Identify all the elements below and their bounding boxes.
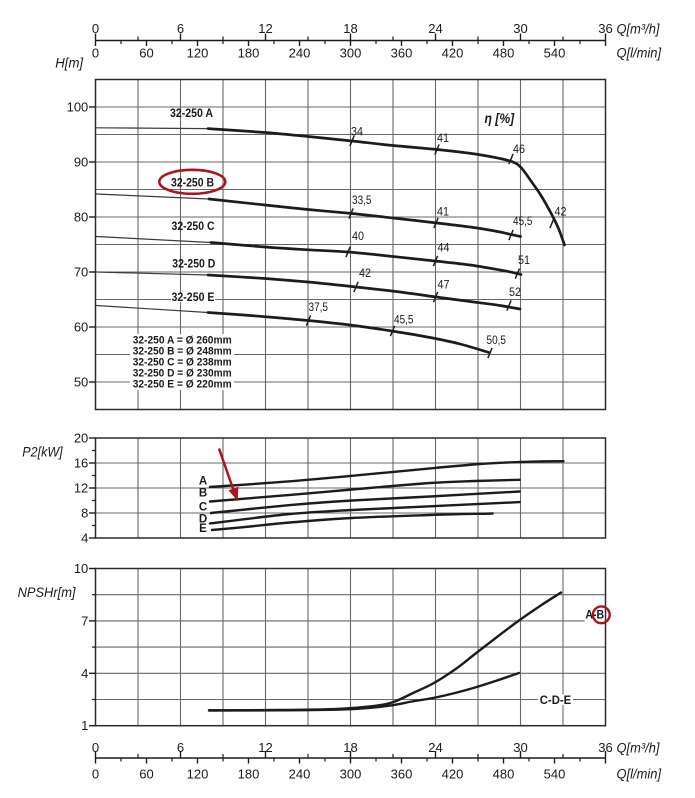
- svg-text:120: 120: [187, 766, 209, 781]
- svg-text:0: 0: [92, 766, 99, 781]
- svg-text:6: 6: [177, 21, 184, 36]
- svg-text:16: 16: [74, 456, 88, 471]
- svg-text:32-250 D = Ø 230mm: 32-250 D = Ø 230mm: [133, 367, 232, 379]
- svg-text:1: 1: [81, 718, 88, 733]
- svg-text:6: 6: [177, 740, 184, 755]
- svg-text:Q[m³/h]: Q[m³/h]: [617, 741, 661, 756]
- svg-text:41: 41: [437, 205, 449, 219]
- svg-text:180: 180: [238, 766, 260, 781]
- svg-text:90: 90: [74, 155, 88, 170]
- svg-text:18: 18: [343, 21, 357, 36]
- svg-text:E: E: [199, 523, 207, 535]
- svg-text:A: A: [199, 476, 207, 488]
- svg-text:47: 47: [438, 278, 450, 292]
- svg-text:24: 24: [428, 21, 442, 36]
- svg-text:32-250 B = Ø 248mm: 32-250 B = Ø 248mm: [133, 346, 232, 358]
- svg-text:12: 12: [258, 740, 272, 755]
- svg-text:41: 41: [437, 131, 449, 145]
- svg-text:51: 51: [518, 253, 530, 267]
- svg-text:32-250 E = Ø 220mm: 32-250 E = Ø 220mm: [133, 378, 232, 390]
- svg-text:300: 300: [340, 45, 362, 60]
- svg-text:24: 24: [428, 740, 442, 755]
- svg-text:45,5: 45,5: [394, 313, 414, 327]
- svg-text:80: 80: [74, 210, 88, 225]
- svg-text:180: 180: [238, 45, 260, 60]
- svg-text:A-B: A-B: [585, 609, 604, 621]
- svg-text:37,5: 37,5: [309, 300, 329, 314]
- svg-text:32-250 D: 32-250 D: [172, 259, 215, 271]
- svg-text:33,5: 33,5: [352, 193, 372, 207]
- svg-text:η [%]: η [%]: [485, 111, 515, 126]
- svg-text:32-250 B: 32-250 B: [171, 178, 214, 190]
- svg-text:18: 18: [343, 740, 357, 755]
- svg-text:540: 540: [544, 766, 566, 781]
- svg-text:44: 44: [438, 241, 450, 255]
- svg-text:100: 100: [67, 100, 89, 115]
- svg-text:10: 10: [74, 561, 88, 576]
- svg-text:D: D: [199, 514, 207, 526]
- svg-text:C-D-E: C-D-E: [540, 695, 572, 707]
- svg-text:0: 0: [92, 21, 99, 36]
- svg-text:36: 36: [598, 740, 612, 755]
- svg-text:Q[l/min]: Q[l/min]: [617, 766, 663, 781]
- svg-text:B: B: [199, 488, 207, 500]
- svg-text:32-250 A: 32-250 A: [170, 108, 213, 120]
- svg-text:480: 480: [493, 45, 515, 60]
- svg-text:52: 52: [509, 285, 521, 299]
- svg-text:120: 120: [187, 45, 209, 60]
- svg-text:12: 12: [258, 21, 272, 36]
- svg-text:40: 40: [352, 229, 364, 243]
- svg-text:Q[l/min]: Q[l/min]: [617, 45, 663, 60]
- svg-text:240: 240: [289, 766, 311, 781]
- svg-text:540: 540: [544, 45, 566, 60]
- svg-text:30: 30: [513, 21, 527, 36]
- svg-text:50,5: 50,5: [487, 333, 507, 347]
- svg-text:420: 420: [442, 45, 464, 60]
- svg-text:32-250 C: 32-250 C: [172, 221, 215, 233]
- svg-text:4: 4: [81, 531, 88, 546]
- svg-text:32-250 A = Ø 260mm: 32-250 A = Ø 260mm: [133, 335, 232, 347]
- svg-text:60: 60: [139, 45, 153, 60]
- svg-text:360: 360: [391, 766, 413, 781]
- svg-text:C: C: [199, 502, 207, 514]
- svg-text:46: 46: [513, 142, 525, 156]
- svg-text:420: 420: [442, 766, 464, 781]
- svg-text:32-250 E: 32-250 E: [172, 292, 215, 304]
- svg-text:480: 480: [493, 766, 515, 781]
- svg-text:50: 50: [74, 375, 88, 390]
- svg-text:60: 60: [74, 320, 88, 335]
- svg-text:NPSHr[m]: NPSHr[m]: [18, 585, 77, 600]
- svg-text:42: 42: [359, 266, 371, 280]
- svg-text:70: 70: [74, 265, 88, 280]
- svg-text:34: 34: [351, 125, 363, 139]
- svg-text:30: 30: [513, 740, 527, 755]
- svg-text:P2[kW]: P2[kW]: [22, 445, 63, 460]
- svg-text:8: 8: [81, 506, 88, 521]
- svg-text:20: 20: [74, 431, 88, 446]
- svg-text:7: 7: [81, 613, 88, 628]
- svg-text:45,5: 45,5: [513, 214, 533, 228]
- svg-text:0: 0: [92, 45, 99, 60]
- svg-text:H[m]: H[m]: [55, 55, 84, 70]
- svg-text:36: 36: [598, 21, 612, 36]
- svg-text:Q[m³/h]: Q[m³/h]: [617, 22, 661, 37]
- svg-text:42: 42: [555, 205, 567, 219]
- svg-text:360: 360: [391, 45, 413, 60]
- svg-text:60: 60: [139, 766, 153, 781]
- svg-text:0: 0: [92, 740, 99, 755]
- svg-text:240: 240: [289, 45, 311, 60]
- svg-text:12: 12: [74, 481, 88, 496]
- svg-text:32-250 C = Ø 238mm: 32-250 C = Ø 238mm: [133, 357, 232, 369]
- svg-text:300: 300: [340, 766, 362, 781]
- svg-text:4: 4: [81, 666, 88, 681]
